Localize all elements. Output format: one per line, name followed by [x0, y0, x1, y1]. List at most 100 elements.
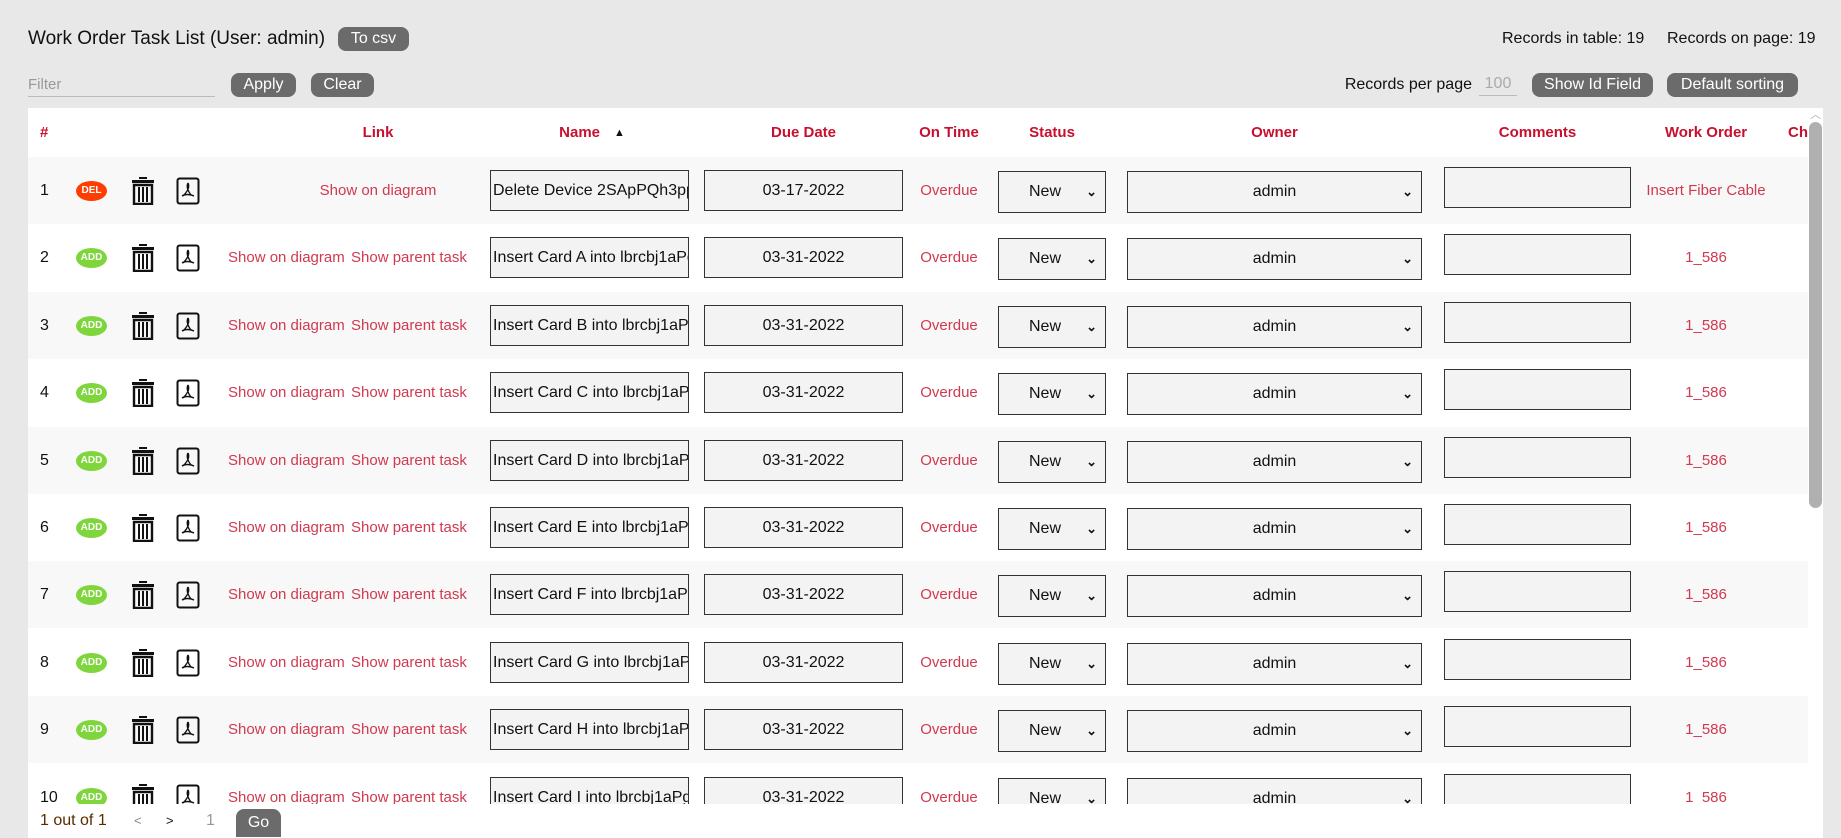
owner-select[interactable]: admin ⌄ [1127, 373, 1422, 416]
due-date-input[interactable]: 03-31-2022 [704, 641, 903, 683]
work-order-link[interactable]: 1_586 [1685, 384, 1727, 402]
work-order-link[interactable]: 1_586 [1685, 586, 1727, 604]
show-parent-task-link[interactable]: Show parent task [351, 721, 467, 739]
show-on-diagram-link[interactable]: Show on diagram [228, 316, 345, 334]
status-select[interactable]: New ⌄ [998, 710, 1106, 753]
due-date-input[interactable]: 03-17-2022 [704, 170, 903, 211]
pdf-icon[interactable] [176, 177, 200, 210]
due-date-input[interactable]: 03-31-2022 [704, 574, 903, 616]
trash-icon[interactable] [131, 379, 155, 412]
trash-icon[interactable] [131, 311, 155, 345]
go-button[interactable]: Go [236, 809, 281, 837]
show-on-diagram-link[interactable]: Show on diagram [228, 249, 345, 267]
pdf-icon[interactable] [176, 649, 200, 682]
trash-icon[interactable] [131, 648, 155, 682]
due-date-input[interactable]: 03-31-2022 [704, 372, 903, 414]
name-input[interactable]: Insert Card G into lbrcbj1aPg_ [490, 641, 689, 683]
trash-icon[interactable] [131, 177, 155, 210]
page-number-input[interactable]: 1 [206, 812, 215, 829]
pdf-icon[interactable] [176, 244, 200, 277]
work-order-link[interactable]: 1_586 [1685, 316, 1727, 334]
header-due-date[interactable]: Due Date [770, 124, 837, 141]
show-parent-task-link[interactable]: Show parent task [351, 451, 467, 469]
comments-input[interactable] [1444, 234, 1631, 276]
pdf-icon[interactable] [176, 447, 200, 480]
name-input[interactable]: Insert Card D into lbrcbj1aPg_ [490, 439, 689, 481]
show-parent-task-link[interactable]: Show parent task [351, 519, 467, 536]
owner-select[interactable]: admin ⌄ [1127, 575, 1422, 618]
default-sorting-button[interactable]: Default sorting [1667, 73, 1798, 97]
comments-input[interactable] [1444, 369, 1631, 411]
show-on-diagram-link[interactable]: Show on diagram [228, 451, 345, 469]
name-input[interactable]: Insert Card E into lbrcbj1aPg_ [490, 507, 689, 548]
work-order-link[interactable]: 1_586 [1685, 519, 1727, 536]
status-select[interactable]: New ⌄ [998, 238, 1106, 281]
show-on-diagram-link[interactable]: Show on diagram [228, 788, 345, 804]
trash-icon[interactable] [131, 244, 155, 277]
comments-input[interactable] [1444, 571, 1631, 613]
trash-icon[interactable] [131, 716, 155, 749]
header-link[interactable]: Link [362, 124, 394, 141]
scroll-up-icon[interactable]: ︿ [1810, 109, 1821, 121]
show-on-diagram-link[interactable]: Show on diagram [228, 384, 345, 402]
owner-select[interactable]: admin ⌄ [1127, 642, 1422, 685]
owner-select[interactable]: admin ⌄ [1127, 777, 1422, 804]
trash-icon[interactable] [131, 581, 155, 614]
due-date-input[interactable]: 03-31-2022 [704, 304, 903, 346]
owner-select[interactable]: admin ⌄ [1127, 171, 1422, 213]
pdf-icon[interactable] [176, 581, 200, 614]
header-name[interactable]: Name [559, 124, 600, 141]
name-input[interactable]: Insert Card B into lbrcbj1aPg_ [490, 304, 689, 346]
header-owner[interactable]: Owner [1251, 124, 1298, 141]
scrollbar-thumb[interactable] [1809, 122, 1822, 508]
owner-select[interactable]: admin ⌄ [1127, 710, 1422, 753]
show-parent-task-link[interactable]: Show parent task [351, 788, 467, 804]
show-parent-task-link[interactable]: Show parent task [351, 384, 467, 402]
sort-ascending-icon[interactable]: ▲ [614, 127, 625, 139]
comments-input[interactable] [1444, 638, 1631, 680]
comments-input[interactable] [1444, 773, 1631, 804]
owner-select[interactable]: admin ⌄ [1127, 440, 1422, 483]
pdf-icon[interactable] [176, 716, 200, 749]
status-select[interactable]: New ⌄ [998, 575, 1106, 618]
due-date-input[interactable]: 03-31-2022 [704, 776, 903, 804]
clear-button[interactable]: Clear [311, 73, 374, 97]
name-input[interactable]: Insert Card H into lbrcbj1aPg_ [490, 709, 689, 751]
prev-page-button[interactable]: < [134, 813, 142, 828]
header-child[interactable]: Ch [1788, 124, 1808, 141]
work-order-link[interactable]: 1_586 [1685, 653, 1727, 671]
comments-input[interactable] [1444, 706, 1631, 748]
filter-input[interactable] [28, 73, 215, 97]
comments-input[interactable] [1444, 504, 1631, 545]
pdf-icon[interactable] [176, 379, 200, 412]
work-order-link[interactable]: 1_586 [1685, 721, 1727, 739]
comments-input[interactable] [1444, 436, 1631, 478]
show-on-diagram-link[interactable]: Show on diagram [228, 519, 345, 536]
status-select[interactable]: New ⌄ [998, 440, 1106, 483]
due-date-input[interactable]: 03-31-2022 [704, 507, 903, 548]
trash-icon[interactable] [131, 783, 155, 804]
show-on-diagram-link[interactable]: Show on diagram [228, 586, 345, 604]
next-page-button[interactable]: > [166, 813, 174, 828]
show-on-diagram-link[interactable]: Show on diagram [228, 653, 345, 671]
pdf-icon[interactable] [176, 784, 200, 804]
due-date-input[interactable]: 03-31-2022 [704, 439, 903, 481]
header-status[interactable]: Status [1029, 124, 1075, 141]
status-select[interactable]: New ⌄ [998, 508, 1106, 550]
show-on-diagram-link[interactable]: Show on diagram [228, 721, 345, 739]
show-parent-task-link[interactable]: Show parent task [351, 316, 467, 334]
status-select[interactable]: New ⌄ [998, 777, 1106, 804]
name-input[interactable]: Delete Device 2SApPQh3pp fr [490, 170, 689, 211]
status-select[interactable]: New ⌄ [998, 373, 1106, 416]
header-work-order[interactable]: Work Order [1664, 124, 1748, 141]
show-parent-task-link[interactable]: Show parent task [351, 586, 467, 604]
owner-select[interactable]: admin ⌄ [1127, 508, 1422, 550]
show-id-field-button[interactable]: Show Id Field [1532, 73, 1653, 97]
apply-button[interactable]: Apply [231, 73, 296, 97]
status-select[interactable]: New ⌄ [998, 171, 1106, 213]
comments-input[interactable] [1444, 301, 1631, 343]
header-on-time[interactable]: On Time [919, 124, 979, 141]
to-csv-button[interactable]: To csv [338, 27, 409, 51]
trash-icon[interactable] [131, 446, 155, 480]
work-order-link[interactable]: 1_586 [1685, 788, 1727, 804]
